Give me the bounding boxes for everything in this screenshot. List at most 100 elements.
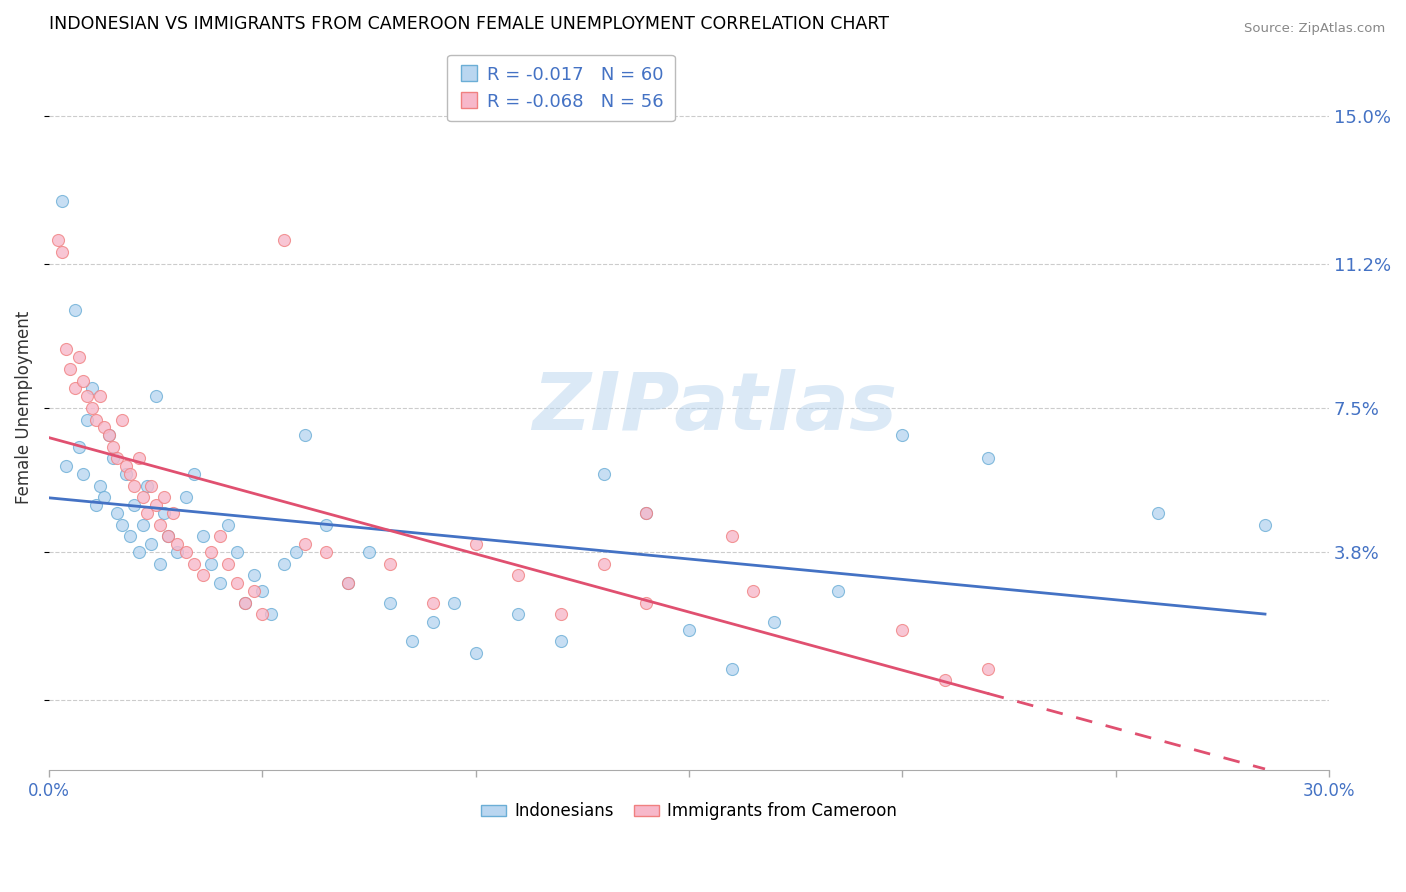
Point [242,583,264,598]
Point [217,557,239,571]
Point [132,491,155,505]
Point [200,545,222,559]
Point [285,545,308,559]
Point [763,615,786,629]
Point [183,557,205,571]
Point [72,374,94,388]
Point [89,479,111,493]
Point [891,623,914,637]
Point [183,467,205,481]
Point [141,537,163,551]
Point [260,607,283,622]
Point [742,583,765,598]
Point [464,646,486,660]
Point [191,568,214,582]
Point [166,537,188,551]
Legend: Indonesians, Immigrants from Cameroon: Indonesians, Immigrants from Cameroon [474,796,904,827]
Text: INDONESIAN VS IMMIGRANTS FROM CAMEROON FEMALE UNEMPLOYMENT CORRELATION CHART: INDONESIAN VS IMMIGRANTS FROM CAMEROON F… [49,15,889,33]
Point [401,634,423,648]
Point [55,459,77,474]
Point [357,545,380,559]
Point [97,428,120,442]
Point [315,545,337,559]
Point [592,467,614,481]
Point [208,529,231,543]
Point [80,381,103,395]
Point [422,615,444,629]
Point [145,498,167,512]
Point [191,529,214,543]
Point [136,479,159,493]
Point [132,517,155,532]
Point [336,576,359,591]
Point [315,517,337,532]
Point [118,467,141,481]
Point [51,194,73,209]
Point [128,451,150,466]
Point [67,350,90,364]
Point [225,576,247,591]
Point [124,498,146,512]
Point [157,529,180,543]
Point [59,362,82,376]
Point [114,467,136,481]
Point [217,517,239,532]
Point [174,545,197,559]
Point [93,420,115,434]
Point [678,623,700,637]
Point [380,557,402,571]
Point [145,389,167,403]
Point [273,557,295,571]
Point [76,389,98,403]
Point [294,537,316,551]
Point [200,557,222,571]
Point [550,634,572,648]
Point [464,537,486,551]
Point [46,233,69,247]
Point [208,576,231,591]
Point [110,517,132,532]
Point [118,529,141,543]
Point [128,545,150,559]
Point [380,595,402,609]
Y-axis label: Female Unemployment: Female Unemployment [15,311,32,505]
Point [114,459,136,474]
Point [636,595,658,609]
Point [636,506,658,520]
Point [508,607,530,622]
Point [592,557,614,571]
Point [720,529,742,543]
Point [162,506,184,520]
Point [153,491,176,505]
Point [89,389,111,403]
Point [242,568,264,582]
Point [84,412,107,426]
Point [105,506,128,520]
Point [225,545,247,559]
Point [84,498,107,512]
Point [934,673,956,688]
Point [827,583,849,598]
Point [508,568,530,582]
Point [174,491,197,505]
Point [101,440,124,454]
Point [63,303,86,318]
Point [422,595,444,609]
Point [166,545,188,559]
Point [976,451,998,466]
Point [1254,517,1277,532]
Text: ZIPatlas: ZIPatlas [531,368,897,447]
Point [153,506,176,520]
Point [157,529,180,543]
Point [124,479,146,493]
Text: Source: ZipAtlas.com: Source: ZipAtlas.com [1244,22,1385,36]
Point [149,517,172,532]
Point [1147,506,1170,520]
Point [273,233,295,247]
Point [636,506,658,520]
Point [67,440,90,454]
Point [443,595,465,609]
Point [141,479,163,493]
Point [336,576,359,591]
Point [720,662,742,676]
